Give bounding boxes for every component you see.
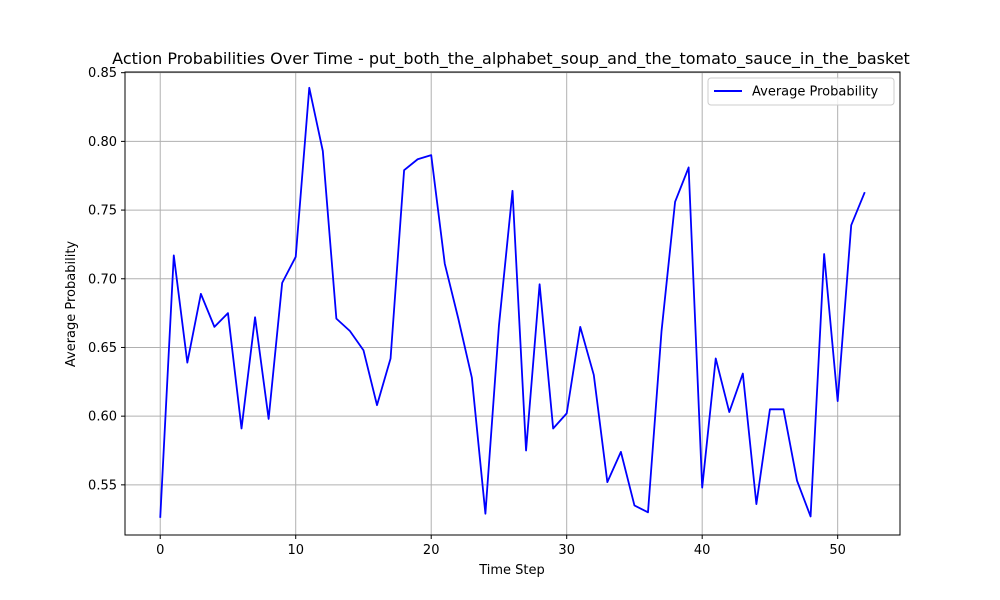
legend-frame [707,77,895,106]
y-tick-label: 0.60 [88,410,117,425]
y-tick-label: 0.55 [88,478,117,493]
series-line-average-probability [159,86,866,518]
x-tick-label: 20 [423,543,440,558]
y-tick-label: 0.65 [88,341,117,356]
x-axis-title: Time Step [478,563,545,578]
y-tick-label: 0.70 [88,272,117,287]
series-layer [159,86,866,518]
legend-label: Average Probability [752,85,879,100]
grid-lines [125,72,900,535]
y-tick-label: 0.75 [88,204,117,219]
x-tick-label: 30 [558,543,575,558]
x-tick-label: 50 [829,543,846,558]
chart-title: Action Probabilities Over Time - put_bot… [112,49,910,69]
x-tick-label: 10 [287,543,304,558]
x-tick-label: 0 [156,543,164,558]
x-tick-label: 40 [694,543,711,558]
y-tick-label: 0.85 [88,66,117,81]
y-tick-label: 0.80 [88,135,117,150]
x-axis: 0 10 20 30 40 50 [156,535,846,558]
y-axis-title: Average Probability [64,241,79,368]
plot-frame [124,71,901,536]
y-axis: 0.55 0.60 0.65 0.70 0.75 0.80 0.85 [88,66,125,493]
legend: Average Probability [707,77,895,106]
